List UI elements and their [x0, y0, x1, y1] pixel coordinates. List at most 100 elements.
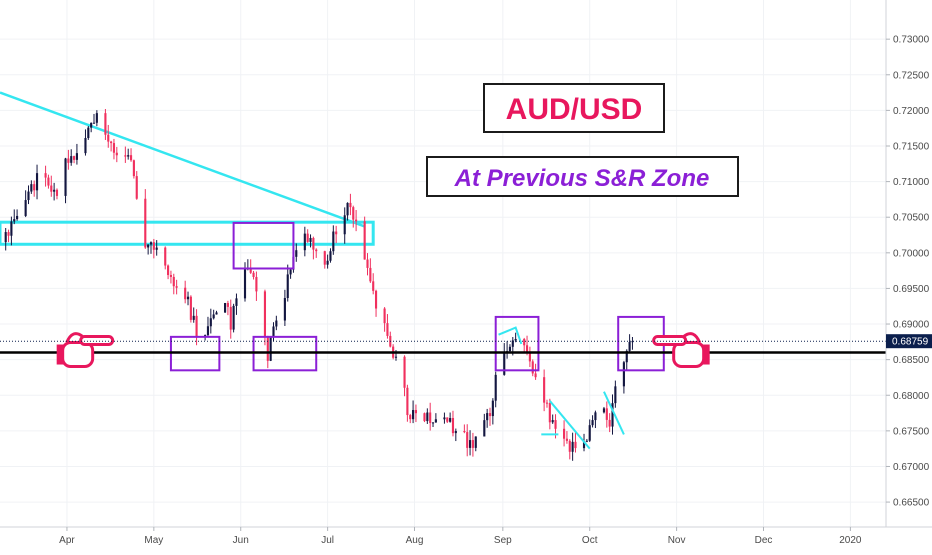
candle-body-47 [189, 296, 192, 320]
candle-body-132 [528, 352, 531, 362]
candle-body-72 [289, 269, 292, 275]
candle-body-138 [551, 420, 554, 423]
candle-body-54 [215, 312, 218, 315]
candle-body-77 [309, 237, 312, 242]
descending-trendline [0, 91, 366, 228]
price-tick-label-4: 0.71000 [893, 177, 930, 188]
candle-body-141 [565, 438, 568, 441]
candle-body-28 [112, 143, 116, 153]
candle-body-21 [87, 127, 90, 139]
candle-body-34 [135, 176, 138, 199]
candle-body-49 [195, 315, 198, 337]
candle-body-149 [594, 412, 597, 421]
candle-body-82 [329, 251, 332, 261]
candle-body-1 [7, 232, 10, 236]
candle-body-35 [144, 198, 147, 248]
candle-body-121 [486, 413, 489, 421]
candle-body-13 [53, 189, 56, 192]
candle-body-93 [372, 281, 375, 291]
candle-body-114 [454, 431, 457, 434]
candle-body-133 [531, 361, 534, 374]
candle-body-144 [574, 441, 577, 449]
time-tick-label-4: Aug [406, 535, 424, 546]
time-tick-label-6: Oct [582, 535, 598, 546]
price-tick-label-5: 0.70500 [893, 213, 930, 224]
annotation-layer-back [0, 91, 375, 246]
candle-body-119 [474, 436, 477, 448]
price-axis-panel [886, 0, 932, 550]
candle-body-81 [326, 260, 329, 265]
hand-finger-1 [652, 335, 688, 347]
price-tick-label-13: 0.66500 [893, 498, 930, 509]
small-trendline-0 [498, 326, 523, 345]
hand-thumb-0 [65, 332, 84, 344]
candle-body-39 [155, 247, 158, 250]
hand-cuff-1 [702, 344, 710, 365]
candle-body-86 [346, 202, 349, 216]
sr-zone-box-3 [494, 315, 540, 372]
candle-body-85 [343, 215, 346, 235]
last-price-label: 0.68759 [892, 337, 929, 348]
candle-body-115 [463, 431, 466, 433]
candle-body-32 [129, 155, 133, 161]
candle-body-100 [403, 356, 406, 388]
candle-body-69 [275, 320, 278, 327]
candle-body-147 [588, 425, 591, 441]
last-price-tag [886, 334, 932, 349]
candle-body-63 [252, 272, 255, 277]
candle-body-59 [235, 298, 238, 306]
candle-body-87 [349, 202, 352, 208]
annotation-layer-front [0, 221, 886, 450]
candles-layer [4, 108, 634, 461]
candle-body-80 [323, 251, 326, 265]
candle-body-8 [33, 184, 36, 191]
candle-body-7 [30, 184, 33, 192]
candle-body-102 [409, 415, 412, 420]
small-trendline-3 [603, 391, 625, 435]
hand-thumb-1 [682, 332, 702, 344]
candle-body-17 [70, 156, 73, 163]
candle-body-41 [167, 265, 170, 276]
candle-body-152 [608, 419, 611, 427]
resistance-channel [0, 220, 375, 246]
candle-body-142 [568, 440, 571, 452]
candle-body-90 [363, 221, 366, 260]
candle-body-15 [64, 158, 67, 196]
candle-body-18 [73, 156, 76, 160]
candle-body-137 [548, 403, 551, 423]
candle-body-53 [212, 314, 215, 319]
candle-body-107 [429, 412, 432, 423]
candle-body-145 [582, 441, 586, 449]
candle-body-48 [192, 315, 195, 320]
candle-body-94 [374, 290, 378, 309]
candle-body-2 [10, 221, 13, 236]
pointing-hand-right-icon [56, 332, 115, 369]
candle-body-104 [414, 410, 418, 414]
price-tick-label-6: 0.70000 [893, 248, 930, 259]
chart-subtitle-box: At Previous S&R Zone [426, 156, 739, 197]
candle-body-19 [75, 153, 78, 160]
candle-body-134 [534, 373, 537, 378]
hand-finger-0 [79, 335, 115, 347]
candle-body-157 [628, 342, 631, 351]
candle-body-12 [50, 185, 53, 192]
time-tick-label-9: 2020 [839, 535, 862, 546]
candle-body-14 [55, 189, 59, 196]
candle-body-74 [295, 250, 298, 257]
chart-subtitle: At Previous S&R Zone [454, 165, 710, 192]
candle-body-38 [152, 242, 155, 250]
price-tick-label-12: 0.67000 [893, 462, 930, 473]
candle-body-125 [503, 352, 506, 375]
candle-body-112 [449, 418, 452, 422]
candle-body-95 [383, 308, 386, 324]
candle-body-66 [266, 336, 269, 361]
candle-body-68 [272, 326, 275, 338]
candle-body-117 [468, 440, 472, 448]
candle-body-55 [223, 303, 227, 313]
candle-body-78 [312, 237, 315, 250]
candle-body-136 [545, 402, 549, 404]
candle-body-30 [124, 155, 127, 157]
small-trendline-2 [549, 400, 591, 450]
